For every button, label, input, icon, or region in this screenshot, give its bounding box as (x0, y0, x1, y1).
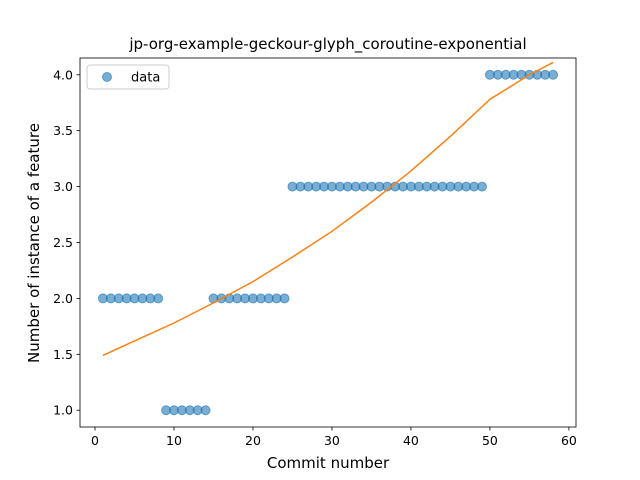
data-point (477, 181, 488, 192)
x-axis-label: Commit number (267, 454, 390, 472)
y-tick-label: 3.0 (53, 179, 73, 194)
legend-label: data (131, 71, 160, 86)
x-tick-label: 40 (403, 433, 419, 448)
chart-title: jp-org-example-geckour-glyph_coroutine-e… (128, 35, 526, 54)
data-point (153, 293, 164, 304)
legend: data (86, 64, 170, 90)
fit-curve-line (102, 61, 554, 357)
y-tick-label: 3.5 (53, 123, 73, 138)
x-tick-label: 10 (166, 433, 182, 448)
y-tick-label: 4.0 (53, 67, 73, 82)
legend-marker (102, 72, 112, 82)
legend-box (86, 64, 170, 90)
data-point (279, 293, 290, 304)
y-tick-label: 1.0 (53, 403, 73, 418)
data-point (548, 69, 559, 80)
data-point (200, 405, 211, 416)
plot-frame (79, 57, 577, 428)
y-axis-label: Number of instance of a feature (25, 123, 43, 363)
plot-content (97, 61, 559, 416)
x-tick-label: 0 (91, 433, 99, 448)
x-axis-ticks: 0 10 20 30 40 50 60 (91, 427, 577, 448)
x-tick-label: 50 (482, 433, 498, 448)
y-tick-label: 2.5 (53, 235, 73, 250)
y-tick-label: 2.0 (53, 291, 73, 306)
y-tick-label: 1.5 (53, 347, 73, 362)
x-tick-label: 60 (561, 433, 577, 448)
y-axis-ticks: 1.0 1.5 2.0 2.5 3.0 3.5 4.0 (53, 67, 80, 418)
x-tick-label: 20 (245, 433, 261, 448)
x-tick-label: 30 (324, 433, 340, 448)
